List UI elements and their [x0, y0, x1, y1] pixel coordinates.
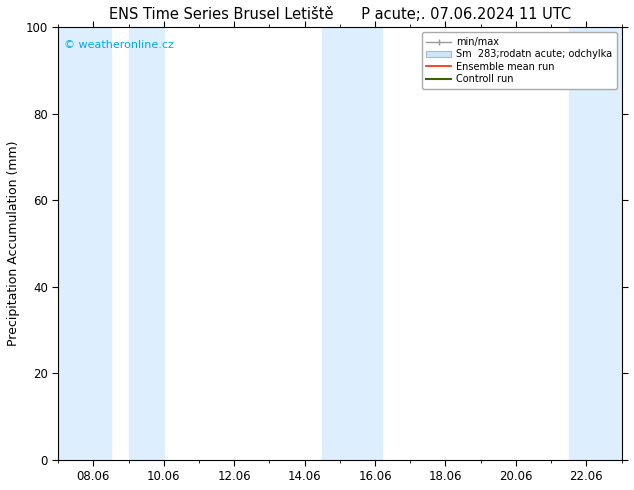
Title: ENS Time Series Brusel Letiště      P acute;. 07.06.2024 11 UTC: ENS Time Series Brusel Letiště P acute;.… — [109, 7, 571, 22]
Y-axis label: Precipitation Accumulation (mm): Precipitation Accumulation (mm) — [7, 141, 20, 346]
Bar — [322, 27, 382, 460]
Text: © weatheronline.cz: © weatheronline.cz — [64, 40, 174, 50]
Legend: min/max, Sm  283;rodatn acute; odchylka, Ensemble mean run, Controll run: min/max, Sm 283;rodatn acute; odchylka, … — [422, 32, 617, 89]
Bar — [129, 27, 164, 460]
Bar — [569, 27, 621, 460]
Bar — [58, 27, 111, 460]
